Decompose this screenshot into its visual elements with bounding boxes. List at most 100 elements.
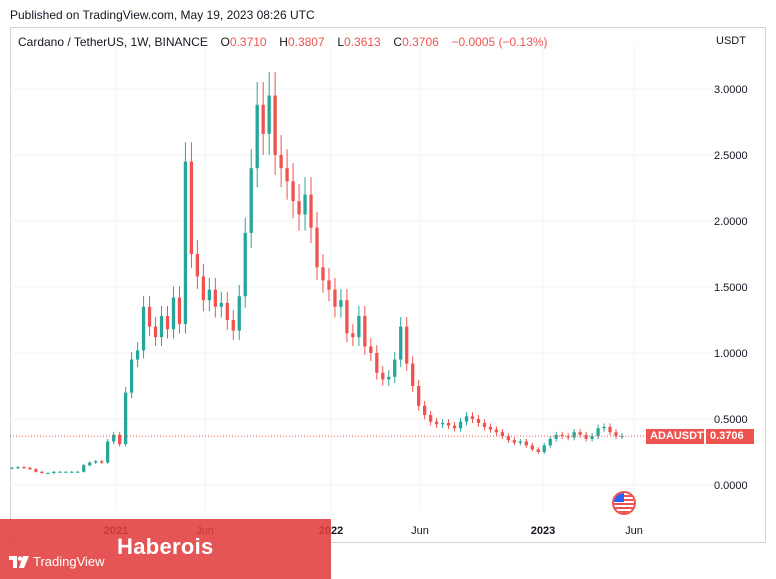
candle-body <box>201 276 206 301</box>
candle-body <box>100 461 104 463</box>
published-note: Published on TradingView.com, May 19, 20… <box>10 8 315 22</box>
candle-body <box>267 95 271 134</box>
candle-body <box>273 95 277 155</box>
candle-body <box>195 254 200 277</box>
candle-body <box>596 428 600 437</box>
candle-body <box>207 289 211 301</box>
open-value: 0.3710 <box>229 35 267 49</box>
candle-body <box>423 405 427 416</box>
y-tick-label: 3.0000 <box>714 84 748 96</box>
candle-body <box>243 232 247 297</box>
candle-body <box>399 326 403 360</box>
candle-body <box>231 320 235 331</box>
candle-body <box>428 415 433 422</box>
candle-body <box>381 372 385 380</box>
candle-body <box>434 421 439 425</box>
candle-body <box>345 300 349 334</box>
candle-body <box>524 441 528 446</box>
candle-body <box>171 297 176 330</box>
candle-body <box>129 359 134 393</box>
candle-body <box>123 392 128 445</box>
candle-body <box>183 161 188 324</box>
candle-body <box>572 432 576 438</box>
candle-body <box>339 300 343 307</box>
candle-body <box>363 316 367 347</box>
candle-body <box>315 227 319 268</box>
candle-body <box>141 306 146 351</box>
candle-body <box>309 194 313 228</box>
tradingview-logo[interactable]: TradingView <box>9 554 105 569</box>
candle-body <box>213 289 217 307</box>
candle-body <box>70 471 74 473</box>
candle-body <box>303 194 307 215</box>
candle-body <box>153 326 158 338</box>
x-tick-label: Jun <box>411 525 429 537</box>
candle-body <box>608 426 612 433</box>
price-tag-symbol: ADAUSDT <box>646 429 704 445</box>
y-tick-label: 1.0000 <box>714 348 748 360</box>
candle-body <box>560 434 564 437</box>
candle-body <box>88 462 92 466</box>
low-label: L <box>337 35 345 49</box>
candle-body <box>602 426 606 429</box>
candle-body <box>261 104 265 134</box>
tradingview-logo-icon <box>9 555 29 568</box>
candle-body <box>584 434 588 439</box>
candle-body <box>554 434 558 439</box>
candle-body <box>590 436 594 439</box>
candle-body <box>506 436 511 441</box>
candle-body <box>225 302 229 320</box>
y-tick-label: 1.5000 <box>714 282 748 294</box>
candle-body <box>512 440 516 443</box>
candle-body <box>82 465 86 472</box>
candle-body <box>482 422 487 427</box>
candle-body <box>387 376 391 380</box>
candle-body <box>285 168 289 182</box>
candle-body <box>46 473 50 475</box>
candle-body <box>135 350 140 360</box>
price-axis[interactable]: 3.0000 2.5000 2.0000 1.5000 1.0000 0.5000 0.00… <box>714 84 748 492</box>
candle-body <box>279 155 283 169</box>
candle-body <box>411 363 415 386</box>
candle-body <box>351 333 355 338</box>
candle-body <box>488 426 493 430</box>
candle-body <box>10 467 14 469</box>
candle-body <box>28 467 32 470</box>
candle-body <box>147 306 152 327</box>
y-tick-label: 0.0000 <box>714 480 748 492</box>
candle-body <box>255 104 259 169</box>
symbol-name: Cardano / TetherUS, 1W, BINANCE <box>18 35 208 49</box>
x-tick-label: Jun <box>625 525 643 537</box>
change-value: −0.0005 (−0.13%) <box>451 35 548 49</box>
candle-body <box>118 434 122 445</box>
candle-body <box>393 359 397 377</box>
symbol-legend: Cardano / TetherUS, 1W, BINANCE O0.3710 … <box>18 35 548 49</box>
candle-body <box>76 471 80 473</box>
x-tick-label: 2023 <box>531 525 555 537</box>
candle-body <box>458 421 463 429</box>
candle-body <box>22 467 26 469</box>
candle-body <box>106 441 110 463</box>
close-value: 0.3706 <box>402 35 439 49</box>
candle-body <box>291 181 295 202</box>
us-flag-icon[interactable] <box>612 491 636 515</box>
candle-body <box>542 445 546 452</box>
banner-text: Haberois <box>117 534 214 559</box>
candle-body <box>333 289 337 307</box>
candle-body <box>58 471 62 473</box>
candle-body <box>219 302 223 307</box>
price-tag-value: 0.3706 <box>706 429 754 445</box>
candle-body <box>34 469 38 472</box>
candle-body <box>548 438 552 446</box>
candle-body <box>518 441 522 443</box>
candle-body <box>327 280 331 290</box>
watermark-banner <box>0 519 331 579</box>
candle-body <box>249 168 253 233</box>
high-label: H <box>279 35 288 49</box>
logo-text: TradingView <box>33 554 105 569</box>
candle-body <box>476 419 481 423</box>
candle-body <box>470 416 475 419</box>
candle-body <box>237 296 241 331</box>
candle-body <box>464 416 469 422</box>
